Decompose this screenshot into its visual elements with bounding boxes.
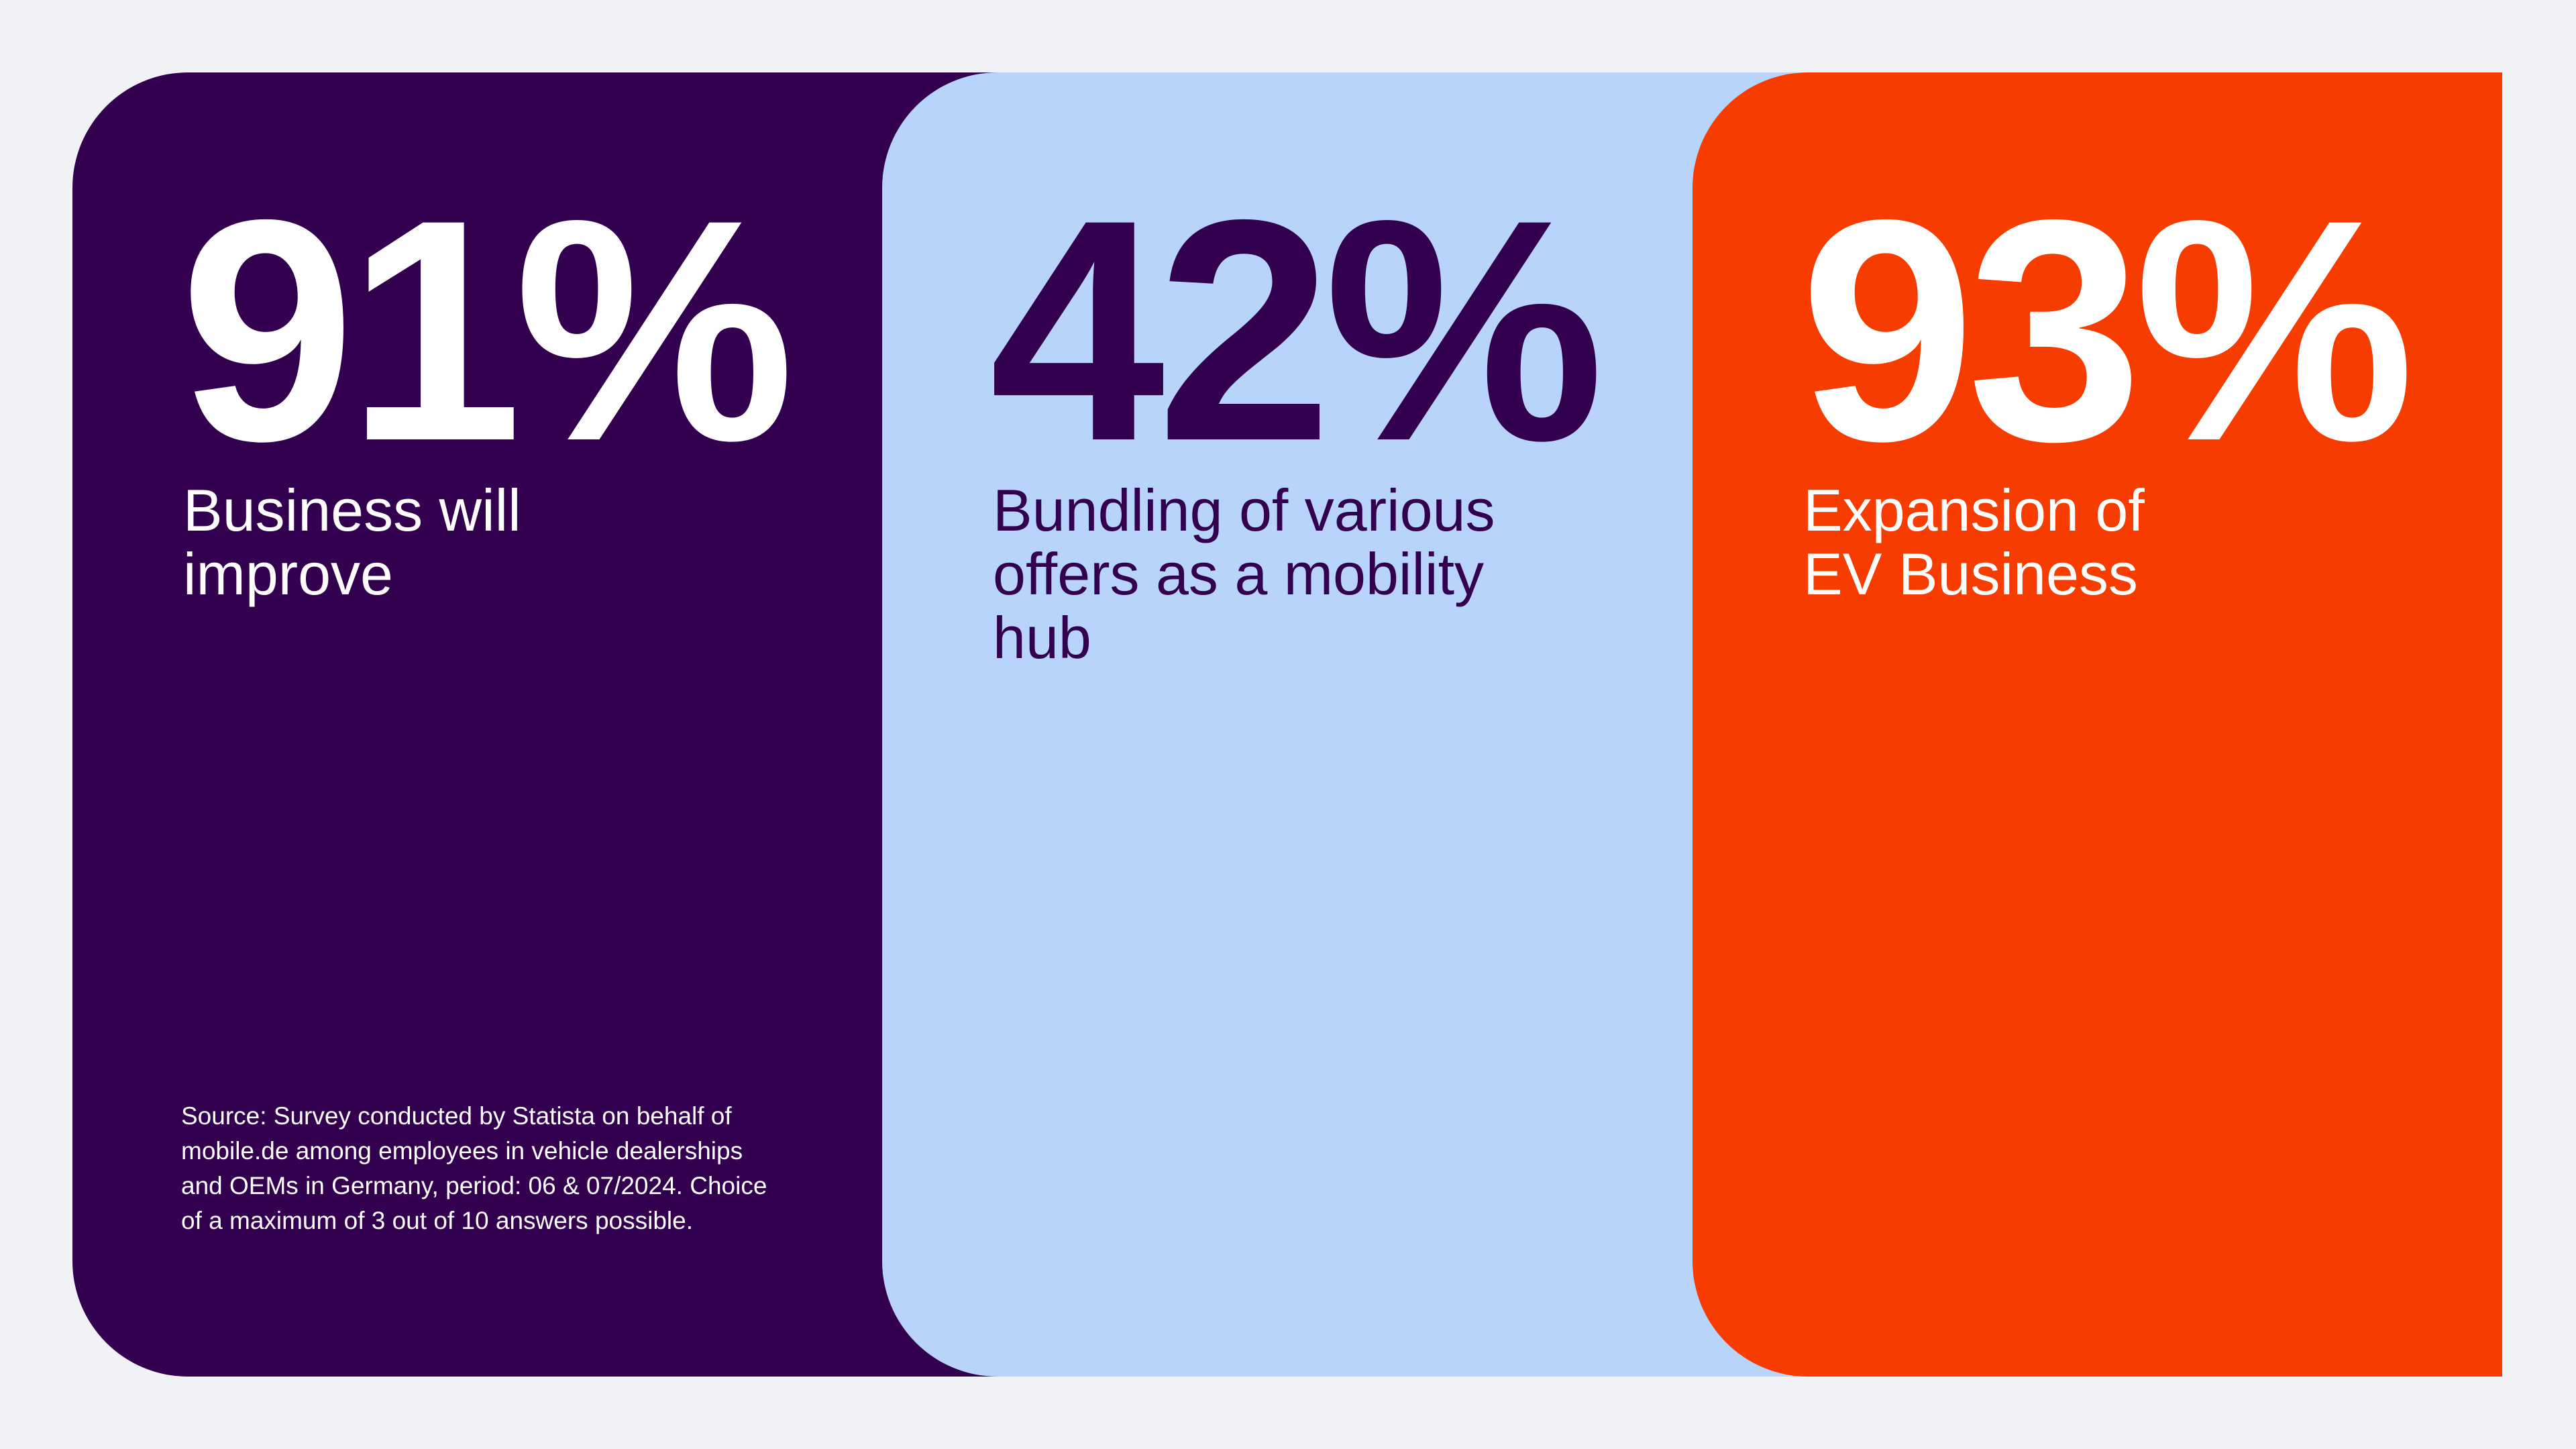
stat-card: 93% Expansion of EV Business <box>1693 72 2502 1377</box>
stat-figure: 91% <box>180 154 795 506</box>
stat-label: Business will improve <box>183 477 521 607</box>
stat-label: Bundling of various offers as a mobility… <box>993 477 1495 671</box>
source-note: Source: Survey conducted by Statista on … <box>181 1102 767 1234</box>
stat-label: Expansion of EV Business <box>1803 477 2145 607</box>
stat-figure: 42% <box>989 154 1605 506</box>
stat-figure: 93% <box>1800 154 2415 506</box>
